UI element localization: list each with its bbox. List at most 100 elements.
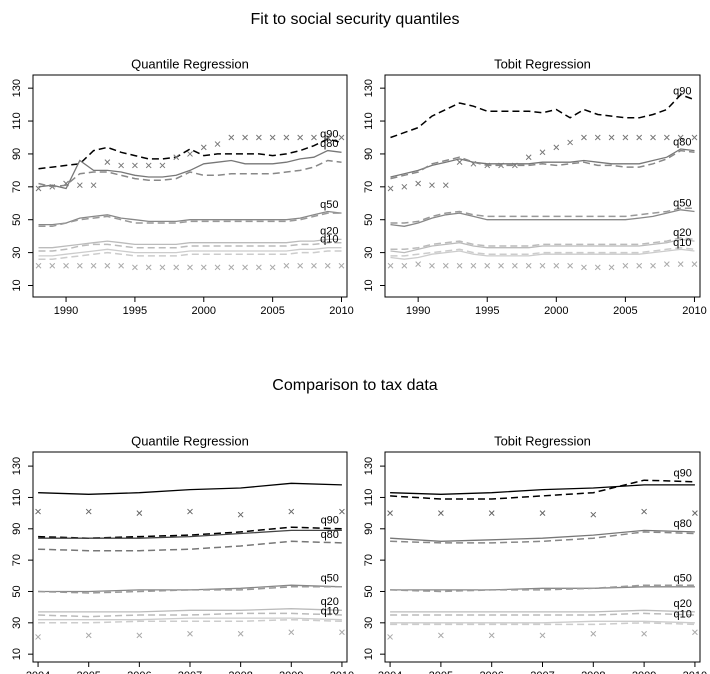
plot-area	[35, 134, 345, 271]
x-marker	[677, 261, 684, 267]
dashed-line	[38, 250, 342, 260]
x-marker	[539, 149, 546, 156]
x-marker	[200, 144, 207, 151]
x-marker	[85, 632, 92, 639]
x-marker	[338, 262, 345, 269]
dashed-line	[38, 612, 342, 618]
y-tick-label: 130	[11, 457, 23, 475]
dashed-line	[38, 212, 342, 228]
x-marker	[159, 162, 166, 169]
x-tick-label: 1990	[54, 305, 78, 317]
x-marker	[132, 264, 138, 271]
x-marker	[594, 264, 601, 271]
x-marker	[641, 508, 647, 515]
dashed-line	[390, 149, 695, 180]
line-label: q50	[674, 573, 692, 585]
dashed-line	[390, 479, 695, 500]
plot-frame	[32, 74, 348, 298]
solid-line	[38, 608, 342, 613]
y-tick-label: 10	[363, 648, 375, 660]
x-tick-label: 2009	[632, 670, 656, 674]
y-tick-label: 110	[363, 112, 375, 130]
x-tick-label: 2005	[613, 305, 637, 317]
x-marker	[338, 134, 345, 141]
x-marker	[237, 630, 244, 637]
x-marker	[132, 162, 138, 169]
x-marker	[256, 134, 262, 141]
x-marker	[145, 264, 152, 271]
x-tick-label: 2007	[178, 670, 202, 674]
x-marker	[442, 262, 449, 269]
panel-title: Tobit Regression	[494, 56, 591, 71]
x-marker	[594, 134, 601, 141]
x-marker	[35, 634, 41, 640]
x-marker	[498, 262, 504, 269]
x-marker	[525, 154, 532, 161]
x-marker	[650, 134, 656, 141]
x-tick-label: 2005	[260, 305, 284, 317]
line-label: q80	[673, 137, 691, 149]
x-marker	[187, 508, 193, 515]
x-marker	[567, 139, 573, 146]
x-marker	[401, 262, 408, 269]
dashed-line	[390, 531, 695, 544]
line-label: q90	[674, 468, 692, 480]
dashed-line	[38, 138, 342, 170]
x-marker	[429, 182, 435, 189]
x-marker	[553, 262, 560, 269]
x-marker	[242, 134, 248, 141]
x-marker	[228, 134, 235, 141]
x-tick-label: 2004	[378, 670, 402, 674]
solid-line	[390, 620, 695, 624]
dashed-line	[38, 586, 342, 594]
x-marker	[692, 629, 698, 636]
plot-area	[387, 93, 698, 271]
x-marker	[76, 262, 83, 269]
x-tick-label: 2004	[26, 670, 50, 674]
x-marker	[118, 162, 124, 169]
line-label: q80	[674, 518, 692, 530]
solid-line	[390, 248, 695, 260]
x-marker	[488, 632, 495, 639]
x-marker	[539, 262, 546, 269]
x-marker	[49, 262, 56, 269]
section-title: Comparison to tax data	[272, 377, 438, 394]
x-tick-label: 2009	[279, 670, 303, 674]
x-marker	[567, 262, 573, 269]
plot-area	[387, 479, 698, 640]
x-tick-label: 2010	[329, 305, 353, 317]
line-label: q10	[673, 237, 691, 249]
x-marker	[187, 630, 193, 637]
x-marker	[228, 264, 235, 271]
solid-line	[390, 209, 695, 227]
x-marker	[145, 162, 152, 169]
x-marker	[324, 262, 331, 269]
x-marker	[641, 630, 647, 637]
y-tick-label: 70	[363, 554, 375, 566]
line-label: q20	[674, 598, 692, 610]
x-tick-label: 2010	[682, 305, 706, 317]
x-marker	[90, 262, 97, 269]
dashed-line	[390, 246, 695, 257]
x-marker	[553, 144, 560, 151]
x-marker	[387, 510, 393, 516]
y-tick-label: 130	[363, 79, 375, 97]
x-tick-label: 2006	[479, 670, 503, 674]
y-tick-label: 50	[11, 585, 23, 597]
line-label: q20	[320, 225, 338, 237]
x-marker	[442, 182, 449, 189]
x-marker	[136, 632, 143, 639]
x-marker	[187, 151, 193, 157]
line-label: q90	[320, 128, 338, 140]
x-tick-label: 2000	[192, 305, 216, 317]
x-marker	[622, 134, 629, 141]
x-marker	[214, 141, 221, 147]
y-tick-label: 50	[11, 214, 23, 226]
x-marker	[85, 508, 92, 515]
x-marker	[691, 261, 698, 267]
line-label: q80	[320, 138, 338, 150]
x-tick-label: 1995	[123, 305, 147, 317]
x-marker	[269, 134, 276, 141]
dashed-line	[390, 93, 695, 139]
dashed-line	[390, 584, 695, 593]
